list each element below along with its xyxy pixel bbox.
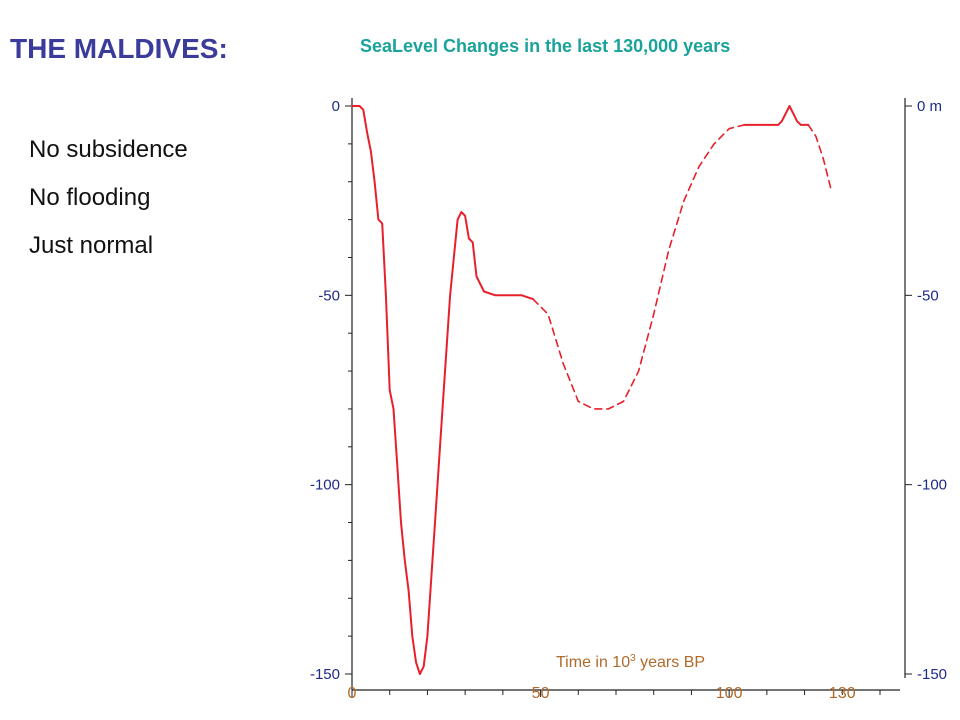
chart-ticks: 0 -50 -100 -150 0 m -50 -100 -150 0 50 100 130 bbox=[310, 98, 947, 702]
bullet-item-just-normal: Just normal bbox=[29, 232, 154, 259]
x-axis-title-tail: years BP bbox=[636, 654, 705, 671]
chart-series bbox=[351, 105, 832, 675]
sea-level-line-segment-3 bbox=[743, 105, 810, 126]
x-tick-label: 0 bbox=[348, 685, 357, 702]
sea-level-line-segment-1 bbox=[351, 105, 534, 675]
x-axis-title: Time in 103 years BP bbox=[556, 653, 705, 671]
x-axis-title-superscript: 3 bbox=[630, 653, 636, 664]
bullet-list: No subsidence No flooding Just normal bbox=[29, 136, 188, 280]
bullet-item-no-subsidence: No subsidence bbox=[29, 136, 188, 163]
x-axis-title-main: Time in 10 bbox=[556, 654, 630, 671]
right-y-tick-label: -150 bbox=[917, 666, 947, 683]
left-y-tick-label: 0 bbox=[332, 98, 340, 115]
right-y-tick-label: -50 bbox=[917, 287, 939, 304]
left-y-tick-label: -100 bbox=[310, 477, 340, 494]
slide-title: THE MALDIVES: bbox=[10, 33, 228, 64]
right-y-tick-label: 0 m bbox=[917, 98, 942, 115]
left-y-tick-label: -50 bbox=[318, 287, 340, 304]
sea-level-line-segment-4 bbox=[807, 124, 832, 191]
chart-axes bbox=[351, 98, 906, 691]
bullet-item-no-flooding: No flooding bbox=[29, 184, 151, 211]
chart-title: SeaLevel Changes in the last 130,000 yea… bbox=[360, 36, 731, 56]
sea-level-line-segment-2 bbox=[532, 124, 745, 410]
right-y-tick-label: -100 bbox=[917, 477, 947, 494]
left-y-tick-label: -150 bbox=[310, 666, 340, 683]
x-tick-label: 50 bbox=[532, 685, 550, 702]
x-tick-label: 130 bbox=[829, 685, 856, 702]
x-tick-label: 100 bbox=[716, 685, 743, 702]
